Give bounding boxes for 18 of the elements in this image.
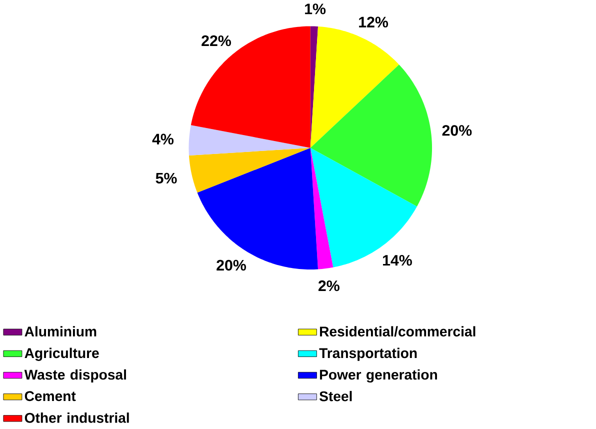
legend-label: Aluminium: [24, 326, 96, 337]
data-label: 12%: [359, 16, 388, 28]
legend-label: Transportation: [319, 348, 417, 362]
data-label: 22%: [202, 36, 231, 46]
data-label: 2%: [318, 280, 340, 292]
data-label: 20%: [442, 125, 472, 136]
data-label: 14%: [382, 255, 412, 266]
data-label: 4%: [152, 134, 174, 145]
legend-label: Cement: [24, 391, 76, 402]
legend-label: Waste disposal: [24, 370, 126, 383]
legend-label: Other industrial: [24, 412, 129, 424]
data-label: 20%: [216, 260, 246, 271]
legend-label: Residential/commercial: [320, 326, 476, 337]
legend-label: Power generation: [320, 370, 437, 383]
legend-label: Agriculture: [24, 348, 99, 362]
data-label: 1%: [305, 4, 326, 14]
data-label: 5%: [156, 173, 177, 184]
legend-label: Steel: [319, 391, 352, 402]
